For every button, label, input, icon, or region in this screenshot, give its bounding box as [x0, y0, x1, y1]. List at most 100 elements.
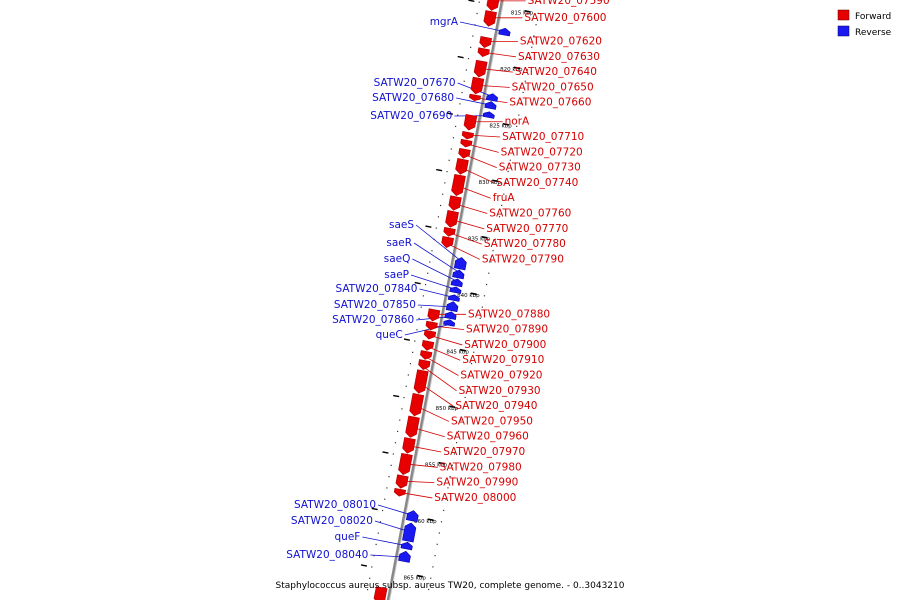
- minor-tick: [481, 306, 483, 308]
- gene-label-fruA: fruA: [493, 192, 516, 204]
- minor-tick: [452, 137, 455, 139]
- minor-tick: [474, 24, 476, 26]
- minor-tick: [468, 374, 471, 376]
- label-leader: [415, 224, 466, 265]
- forward-gene-SATW20_07880: [427, 308, 441, 322]
- minor-tick: [428, 588, 430, 591]
- genome-backbone: [386, 0, 504, 600]
- gene-label-SATW20_07940: SATW20_07940: [455, 400, 537, 412]
- forward-gene-SATW20_07600: [483, 10, 497, 27]
- minor-tick: [461, 91, 463, 94]
- major-tick: [371, 507, 378, 511]
- forward-gene-SATW20_07890: [425, 320, 438, 331]
- major-tick: [457, 55, 464, 59]
- minor-tick: [449, 475, 451, 478]
- minor-tick: [394, 442, 397, 444]
- minor-tick: [401, 408, 403, 410]
- minor-tick: [498, 216, 501, 218]
- minor-tick: [429, 261, 431, 263]
- minor-tick: [436, 543, 438, 545]
- minor-tick: [478, 1, 480, 3]
- gene-label-SATW20_07630: SATW20_07630: [518, 51, 600, 63]
- reverse-gene-mgrA: [498, 27, 511, 37]
- reverse-gene-SATW20_07680: [484, 101, 497, 110]
- gene-label-queC: queC: [376, 329, 403, 341]
- minor-tick: [444, 182, 446, 184]
- major-tick: [438, 461, 445, 465]
- gene-label-SATW20_07880: SATW20_07880: [468, 308, 550, 320]
- major-tick: [393, 394, 400, 398]
- minor-tick: [475, 340, 477, 342]
- minor-tick: [442, 193, 444, 195]
- reverse-gene-SATW20_07670: [485, 93, 499, 102]
- gene-label-SATW20_07850: SATW20_07850: [334, 299, 416, 311]
- minor-tick: [457, 114, 459, 116]
- minor-tick: [524, 80, 526, 82]
- major-tick: [459, 348, 467, 352]
- minor-tick: [420, 306, 422, 308]
- forward-gene-SATW20_07720: [460, 138, 473, 148]
- minor-tick: [434, 555, 436, 557]
- gene-label-SATW20_07720: SATW20_07720: [501, 146, 583, 158]
- major-tick: [436, 168, 443, 172]
- gene-label-mgrA: mgrA: [430, 16, 459, 28]
- minor-tick: [430, 577, 432, 579]
- forward-gene-norA: [463, 114, 478, 131]
- tick-label: 845 kbp: [446, 349, 469, 355]
- gene-label-saeQ: saeQ: [384, 253, 411, 265]
- minor-tick: [531, 46, 533, 48]
- major-tick-marks: 815 kbp 820 kbp 825 kbp 830 kbp 835 kbp 840 k…: [360, 0, 534, 581]
- minor-tick: [392, 453, 394, 455]
- minor-tick: [399, 419, 401, 421]
- minor-tick: [377, 532, 379, 534]
- gene-label-SATW20_07860: SATW20_07860: [332, 314, 414, 326]
- minor-tick: [450, 148, 452, 150]
- minor-tick: [470, 46, 472, 48]
- minor-tick: [439, 204, 442, 207]
- minor-tick: [533, 35, 535, 37]
- reverse-gene-SATW20_07860: [444, 311, 457, 320]
- minor-tick: [466, 385, 468, 387]
- minor-tick: [537, 12, 539, 14]
- minor-tick: [509, 159, 511, 161]
- label-leader: [404, 323, 454, 336]
- minor-tick: [528, 57, 531, 60]
- minor-tick: [407, 374, 409, 376]
- minor-tick: [390, 464, 392, 466]
- legend-reverse-label: Reverse: [855, 28, 892, 38]
- minor-tick: [494, 238, 496, 240]
- minor-tick: [520, 103, 522, 105]
- minor-tick: [369, 577, 371, 579]
- major-tick: [502, 122, 509, 126]
- minor-tick: [453, 453, 456, 455]
- reverse-gene-SATW20_08020: [402, 522, 417, 543]
- minor-tick-marks: [366, 1, 541, 591]
- gene-label-saeS: saeS: [389, 219, 414, 231]
- reverse-gene-queF: [400, 541, 413, 551]
- major-tick: [492, 179, 499, 183]
- minor-tick: [483, 295, 486, 297]
- minor-tick: [432, 566, 434, 568]
- minor-tick: [503, 193, 505, 195]
- minor-tick: [437, 216, 440, 218]
- minor-tick: [507, 170, 509, 173]
- minor-tick: [405, 385, 407, 387]
- minor-tick: [388, 476, 390, 478]
- gene-label-SATW20_08010: SATW20_08010: [294, 499, 376, 511]
- tick-label: 840 kbp: [457, 293, 480, 299]
- reverse-gene-saeP: [449, 286, 462, 294]
- minor-tick: [386, 487, 388, 489]
- forward-gene-SATW20_07930: [418, 359, 431, 370]
- forward-gene-unlabeled: [373, 586, 388, 600]
- major-tick: [382, 451, 389, 454]
- forward-gene-SATW20_07730: [458, 147, 471, 159]
- forward-gene-SATW20_07660: [468, 93, 482, 102]
- gene-label-SATW20_07730: SATW20_07730: [499, 162, 581, 174]
- forward-gene-SATW20_07650: [470, 76, 485, 95]
- gene-label-SATW20_08020: SATW20_08020: [291, 515, 373, 527]
- minor-tick: [460, 419, 462, 421]
- forward-gene-SATW20_07710: [461, 130, 474, 140]
- tick-label: 825 kbp: [489, 123, 512, 129]
- reverse-gene-SATW20_08040: [398, 550, 411, 563]
- minor-tick: [416, 329, 418, 331]
